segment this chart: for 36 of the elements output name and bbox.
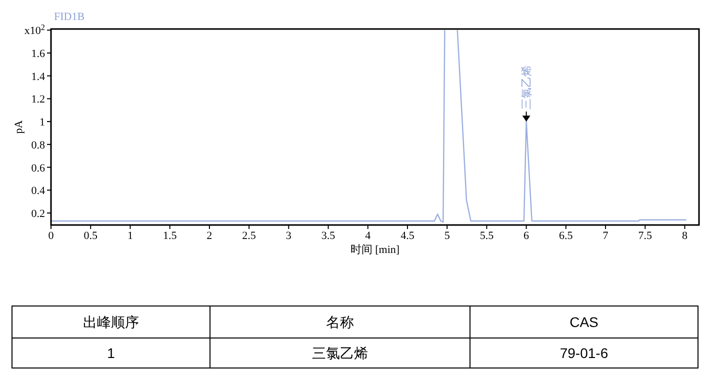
y-tick-label: x10$^{2}$ [24,22,45,38]
x-tick-label: 1 [127,230,133,242]
x-tick-label: 4 [365,230,372,242]
y-tick-label: 0.4 [31,185,46,198]
y-tick-label: 1.6 [31,48,46,60]
x-axis-title: 时间 [min] [350,243,400,256]
y-tick-label: 0.8 [31,139,46,152]
x-tick-label: 7 [602,230,609,242]
text: 79-01-6 [560,345,608,361]
x-tick-label: 1.5 [162,230,178,242]
text: 三氯乙烯 [312,346,368,362]
x-tick-label: 6 [524,230,530,242]
x-tick-label: 0 [48,230,54,242]
text: 名称 [326,315,354,331]
x-tick-label: 2.5 [242,230,256,242]
x-tick-label: 2 [206,230,212,242]
y-axis-title: pA [13,120,25,134]
x-tick-label: 0.5 [84,230,98,242]
text: CAS [570,314,598,330]
x-tick-label: 3 [286,230,292,242]
x-tick-label: 5.5 [480,230,494,242]
text: 1 [107,345,116,361]
x-tick-label: 3.5 [321,230,336,242]
annotation: 三氯乙烯 [520,66,534,110]
x-tick-label: 8 [682,230,688,242]
x-tick-label: 4.5 [400,230,415,242]
text: 出峰顺序 [83,315,139,331]
y-tick-label: 1.4 [31,70,46,83]
y-tick-label: 1 [40,116,45,129]
y-tick-label: 0.2 [31,208,45,220]
x-tick-label: 7.5 [638,230,653,242]
y-tick-label: 1.2 [31,94,45,106]
x-tick-label: 5 [444,230,450,242]
x-tick-label: 6.5 [559,230,574,242]
y-tick-label: 0.6 [31,162,46,174]
chart-title: FID1B [54,11,85,23]
